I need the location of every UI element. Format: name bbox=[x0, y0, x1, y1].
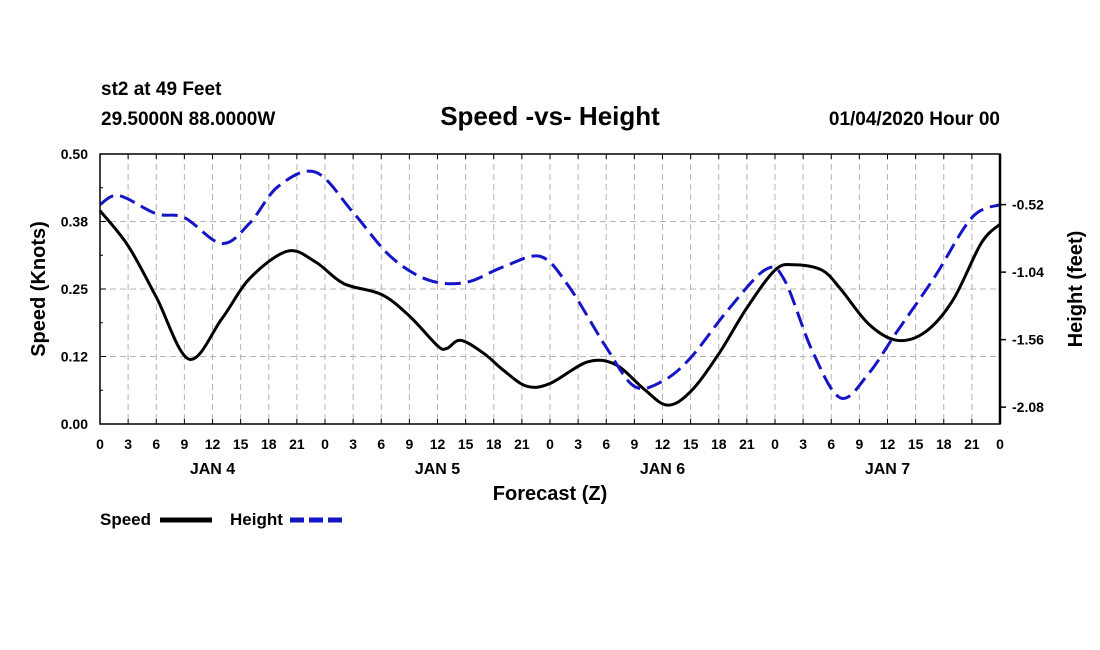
x-tick-label: 0 bbox=[771, 436, 779, 452]
y2-tick-label: -1.56 bbox=[1012, 332, 1044, 348]
x-tick-label: 12 bbox=[655, 436, 671, 452]
x-tick-label: 21 bbox=[289, 436, 305, 452]
chart-title: Speed -vs- Height bbox=[440, 101, 660, 131]
x-tick-label: 0 bbox=[546, 436, 554, 452]
datetime-label: 01/04/2020 Hour 00 bbox=[829, 109, 1000, 130]
grid bbox=[100, 154, 1000, 424]
speed-series-line bbox=[98, 209, 1002, 407]
x-tick-label: 9 bbox=[630, 436, 638, 452]
x-tick-label: 18 bbox=[486, 436, 502, 452]
x-tick-label: 15 bbox=[683, 436, 699, 452]
day-label: JAN 5 bbox=[415, 461, 460, 478]
x-tick-label: 9 bbox=[180, 436, 188, 452]
y-tick-label: 0.00 bbox=[61, 416, 88, 432]
series-group bbox=[98, 169, 1002, 407]
y2-tick-label: -2.08 bbox=[1012, 399, 1044, 415]
x-tick-label: 0 bbox=[96, 436, 104, 452]
y2-axis-label: Height (feet) bbox=[1065, 231, 1087, 348]
x-tick-label: 6 bbox=[377, 436, 385, 452]
legend-height-label: Height bbox=[230, 510, 283, 529]
x-tick-label: 12 bbox=[430, 436, 446, 452]
x-tick-label: 21 bbox=[964, 436, 980, 452]
y-tick-label: 0.12 bbox=[61, 349, 88, 365]
x-tick-label: 18 bbox=[711, 436, 727, 452]
y-tick-label: 0.25 bbox=[61, 281, 88, 297]
y-tick-label: 0.50 bbox=[61, 146, 88, 162]
x-tick-label: 15 bbox=[908, 436, 924, 452]
x-tick-label: 3 bbox=[574, 436, 582, 452]
x-tick-label: 12 bbox=[205, 436, 221, 452]
x-tick-label: 0 bbox=[996, 436, 1004, 452]
x-tick-label: 3 bbox=[124, 436, 132, 452]
x-tick-label: 18 bbox=[936, 436, 952, 452]
x-tick-label: 12 bbox=[880, 436, 896, 452]
x-tick-label: 6 bbox=[152, 436, 160, 452]
x-tick-label: 21 bbox=[514, 436, 530, 452]
day-label: JAN 6 bbox=[640, 461, 685, 478]
y-tick-label: 0.38 bbox=[61, 214, 88, 230]
x-tick-label: 3 bbox=[799, 436, 807, 452]
x-tick-label: 9 bbox=[405, 436, 413, 452]
x-tick-label: 15 bbox=[233, 436, 249, 452]
height-series-line bbox=[99, 169, 1001, 400]
x-axis-label: Forecast (Z) bbox=[493, 483, 607, 505]
station-label: st2 at 49 Feet bbox=[101, 79, 222, 100]
coords-label: 29.5000N 88.0000W bbox=[101, 109, 275, 130]
x-tick-label: 6 bbox=[602, 436, 610, 452]
x-tick-label: 3 bbox=[349, 436, 357, 452]
day-label: JAN 4 bbox=[190, 461, 235, 478]
tick-group: 0 3 6 9 12 15 18 21 0 3 6 9 12 15 18 21 0 3 6 9 12 15 18 21 0 3 6 9… bbox=[61, 146, 1044, 478]
x-tick-label: 0 bbox=[321, 436, 329, 452]
x-tick-label: 15 bbox=[458, 436, 474, 452]
day-label: JAN 7 bbox=[865, 461, 910, 478]
x-tick-label: 21 bbox=[739, 436, 755, 452]
legend-speed-label: Speed bbox=[100, 510, 151, 529]
x-tick-label: 6 bbox=[827, 436, 835, 452]
x-tick-label: 9 bbox=[855, 436, 863, 452]
y-axis-label: Speed (Knots) bbox=[28, 221, 50, 357]
y2-tick-label: -1.04 bbox=[1012, 264, 1044, 280]
x-tick-label: 18 bbox=[261, 436, 277, 452]
y2-tick-label: -0.52 bbox=[1012, 197, 1044, 213]
